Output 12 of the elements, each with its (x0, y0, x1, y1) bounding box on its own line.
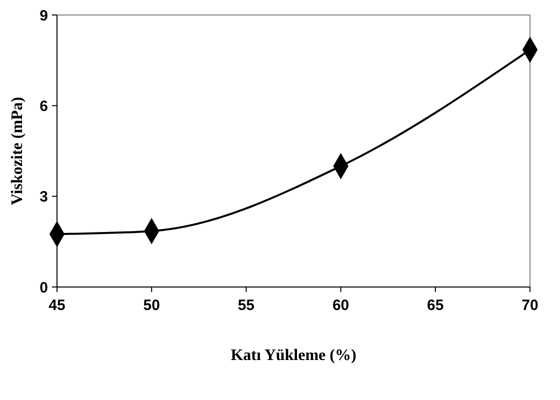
y-tick-label: 6 (40, 98, 48, 115)
y-tick-label: 3 (40, 188, 48, 206)
x-tick-label: 55 (238, 297, 255, 314)
x-tick-label: 70 (522, 297, 538, 314)
x-tick-label: 45 (48, 297, 66, 314)
x-axis-title: Katı Yükleme (%) (230, 347, 356, 364)
y-tick-label: 0 (40, 279, 48, 296)
x-tick-label: 60 (332, 297, 350, 314)
y-tick-label: 9 (40, 7, 48, 24)
y-axis-title: Viskozite (mPa) (9, 96, 26, 206)
x-tick-label: 65 (427, 297, 444, 314)
x-tick-label: 50 (143, 297, 160, 314)
